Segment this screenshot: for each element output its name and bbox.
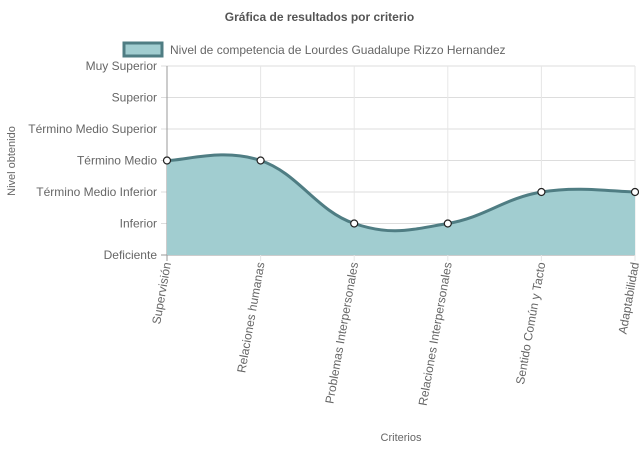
legend-swatch[interactable] [122,41,164,58]
legend-label[interactable]: Nivel de competencia de Lourdes Guadalup… [170,43,506,57]
x-tick-label: Relaciones Interpersonales [416,261,455,407]
legend[interactable]: Nivel de competencia de Lourdes Guadalup… [122,41,506,58]
y-tick-label: Término Medio Inferior [36,185,157,199]
x-tick-label: Relaciones humanas [234,261,267,374]
y-axis-title: Nivel obtenido [6,126,18,196]
y-tick-label: Superior [112,91,157,105]
x-tick-label: Supervisión [149,261,174,325]
y-tick-label: Muy Superior [86,59,157,73]
data-point[interactable] [537,187,546,197]
chart-title: Gráfica de resultados por criterio [225,10,414,24]
series-line [166,153,636,233]
series-area [167,154,635,255]
y-tick-label: Término Medio [77,154,157,168]
y-tick-label: Inferior [120,217,157,231]
data-point[interactable] [256,156,265,165]
data-point[interactable] [350,219,359,228]
y-tick-label: Deficiente [104,248,158,262]
y-tick-label: Término Medio Superior [28,122,157,136]
x-axis-ticks: Supervisión Relaciones humanas Problemas I… [149,261,639,407]
x-tick-label: Sentido Común y Tacto [513,261,548,386]
x-tick-label: Adaptabilidad [616,261,639,335]
data-point[interactable] [630,187,639,197]
x-axis-title: Criterios [381,432,422,444]
data-points[interactable] [162,156,639,228]
data-point[interactable] [443,219,452,228]
x-tick-label: Problemas Interpersonales [322,261,361,405]
data-point[interactable] [162,156,172,165]
y-axis-ticks: Deficiente Inferior Término Medio Inferior… [28,59,157,262]
